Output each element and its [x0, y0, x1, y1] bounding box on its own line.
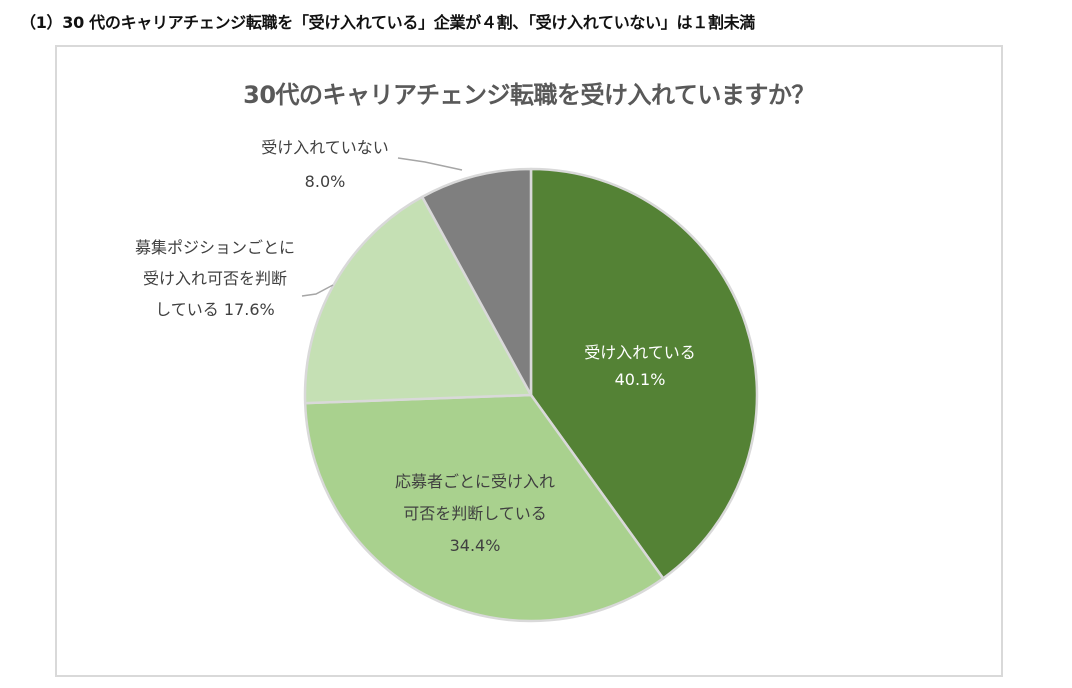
data-label-per-position: 募集ポジションごとに 受け入れ可否を判断 している 17.6% [120, 232, 310, 325]
slice-per-applicant [303, 393, 665, 623]
label-text: 応募者ごとに受け入れ [394, 472, 555, 491]
slice-accepting [529, 167, 759, 580]
label-text: 受け入れ可否を判断 [142, 269, 287, 288]
label-text: 受け入れていない [261, 138, 389, 157]
label-text: 可否を判断している [403, 504, 547, 523]
data-label-accepting: 受け入れている 40.1% [560, 339, 720, 393]
section-heading: （1）30 代のキャリアチェンジ転職を「受け入れている」企業が４割、「受け入れて… [20, 13, 755, 32]
leader-line-per-position [301, 284, 334, 297]
label-text: 募集ポジションごとに [134, 238, 295, 257]
label-text: している 17.6% [155, 300, 275, 319]
data-label-not-accepting: 受け入れていない 8.0% [235, 131, 415, 199]
label-text: 受け入れている [584, 343, 696, 362]
leader-line-not-accepting [397, 157, 463, 171]
data-label-per-applicant: 応募者ごとに受け入れ 可否を判断している 34.4% [365, 466, 585, 562]
chart-title: 30代のキャリアチェンジ転職を受け入れていますか？ [243, 81, 815, 109]
label-value: 8.0% [304, 172, 346, 191]
slice-per-position [303, 195, 533, 405]
label-value: 34.4% [449, 536, 501, 555]
label-value: 40.1% [614, 370, 666, 389]
slice-not-accepting [420, 167, 533, 397]
